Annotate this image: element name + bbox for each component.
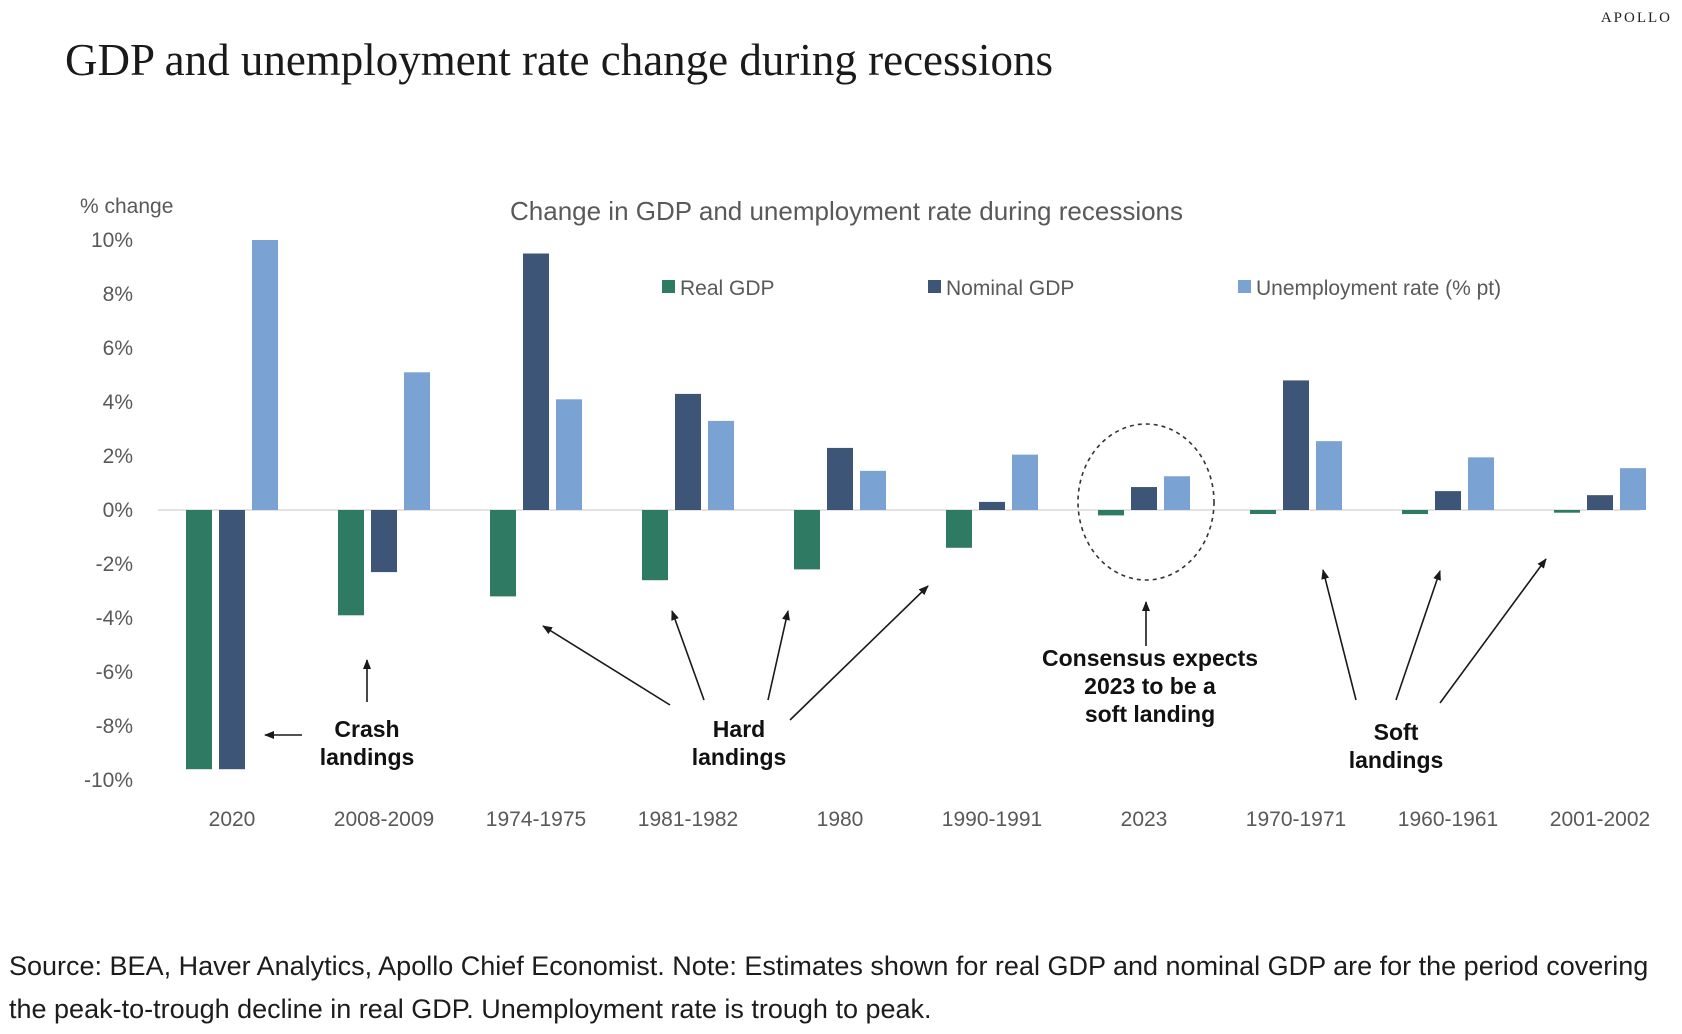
y-tick-label: -6%: [96, 661, 133, 684]
x-tick-label: 1980: [817, 808, 864, 830]
bar-real-gdp-2023: [1098, 510, 1124, 516]
y-axis-label: % change: [80, 195, 173, 218]
x-tick-label: 2008-2009: [334, 808, 434, 830]
bar-nominal-gdp-1981-1982: [675, 393, 701, 510]
x-tick-label: 1981-1982: [638, 808, 738, 830]
legend-label: Unemployment rate (% pt): [1256, 277, 1501, 300]
x-axis: 2020 2008-2009 1974-1975 1981-1982 1980 1990-…: [209, 808, 1651, 830]
annotation-label: landings: [692, 744, 787, 770]
x-tick-label: 1960-1961: [1398, 808, 1498, 830]
legend-swatch: [928, 280, 941, 293]
legend-label: Real GDP: [680, 277, 775, 300]
chart-title: Change in GDP and unemployment rate duri…: [510, 196, 1183, 226]
bar-real-gdp-1990-1991: [946, 510, 972, 548]
annotation-arrow: [789, 585, 929, 721]
y-tick-label: 10%: [91, 229, 133, 252]
annotation-label: 2023 to be a: [1084, 673, 1216, 699]
bar-unemployment-1974-1975: [556, 399, 582, 510]
bar-nominal-gdp-1980: [827, 447, 853, 510]
annotation-arrow: [671, 610, 705, 701]
y-tick-label: -2%: [96, 553, 133, 576]
annotation-label: Consensus expects: [1042, 645, 1258, 671]
bar-real-gdp-1980: [794, 510, 820, 570]
bar-real-gdp-2001-2002: [1554, 510, 1580, 513]
x-tick-label: 1970-1971: [1246, 808, 1346, 830]
bar-nominal-gdp-1970-1971: [1283, 380, 1309, 510]
legend: Real GDP Nominal GDP Unemployment rate (% …: [662, 277, 1501, 300]
annotation-arrow: [542, 625, 671, 706]
annotation-label: soft landing: [1085, 701, 1215, 727]
annotation-label: landings: [1349, 747, 1444, 773]
highlight-circle-2023: [1077, 423, 1215, 581]
bar-unemployment-1981-1982: [708, 420, 734, 510]
bar-nominal-gdp-2023: [1131, 487, 1157, 510]
annotation-label: Crash: [334, 716, 399, 742]
source-note: Source: BEA, Haver Analytics, Apollo Chi…: [9, 951, 1649, 1024]
annotation-arrow: [1321, 569, 1357, 701]
bar-nominal-gdp-1960-1961: [1435, 491, 1461, 510]
y-tick-label: 6%: [103, 337, 133, 360]
bar-unemployment-2008-2009: [404, 372, 430, 510]
y-tick-label: 4%: [103, 391, 133, 414]
bar-unemployment-2023: [1164, 476, 1190, 510]
x-tick-label: 2020: [209, 808, 256, 830]
bar-nominal-gdp-2001-2002: [1587, 495, 1613, 510]
y-tick-label: -8%: [96, 715, 133, 738]
bar-real-gdp-2008-2009: [338, 510, 364, 616]
annotation-label: Soft: [1374, 719, 1419, 745]
annotation-arrow: [1439, 558, 1547, 704]
annotation-label: Hard: [713, 716, 765, 742]
bar-real-gdp-1981-1982: [642, 510, 668, 581]
legend-swatch: [1238, 280, 1251, 293]
page-title: GDP and unemployment rate change during …: [65, 35, 1054, 85]
annotation-arrow: [1395, 570, 1441, 701]
bars-group: [186, 240, 1646, 770]
y-tick-label: 0%: [103, 499, 133, 522]
bar-real-gdp-1970-1971: [1250, 510, 1276, 515]
bar-unemployment-1990-1991: [1012, 454, 1038, 510]
y-tick-label: 2%: [103, 445, 133, 468]
bar-chart: % change Change in GDP and unemployment …: [80, 195, 1651, 830]
x-tick-label: 2001-2002: [1550, 808, 1650, 830]
annotation-arrow: [767, 610, 790, 701]
bar-nominal-gdp-1974-1975: [523, 253, 549, 510]
y-tick-label: 8%: [103, 283, 133, 306]
legend-label: Nominal GDP: [946, 277, 1074, 300]
bar-unemployment-1960-1961: [1468, 457, 1494, 510]
brand-logo: APOLLO: [1600, 10, 1672, 26]
bar-nominal-gdp-2008-2009: [371, 510, 397, 573]
bar-unemployment-1970-1971: [1316, 441, 1342, 510]
legend-swatch: [662, 280, 675, 293]
bar-nominal-gdp-1990-1991: [979, 501, 1005, 510]
y-tick-label: -4%: [96, 607, 133, 630]
bar-unemployment-2001-2002: [1620, 468, 1646, 510]
bar-unemployment-2020: [252, 240, 278, 510]
y-axis: 10% 8% 6% 4% 2% 0% -2% -4% -6% -8% -10%: [84, 229, 133, 792]
bar-real-gdp-1960-1961: [1402, 510, 1428, 515]
x-tick-label: 1990-1991: [942, 808, 1042, 830]
y-tick-label: -10%: [84, 769, 133, 792]
bar-unemployment-1980: [860, 470, 886, 510]
bar-real-gdp-1974-1975: [490, 510, 516, 597]
bar-nominal-gdp-2020: [219, 510, 245, 770]
x-tick-label: 2023: [1121, 808, 1168, 830]
annotation-label: landings: [320, 744, 415, 770]
bar-real-gdp-2020: [186, 510, 212, 770]
x-tick-label: 1974-1975: [486, 808, 586, 830]
